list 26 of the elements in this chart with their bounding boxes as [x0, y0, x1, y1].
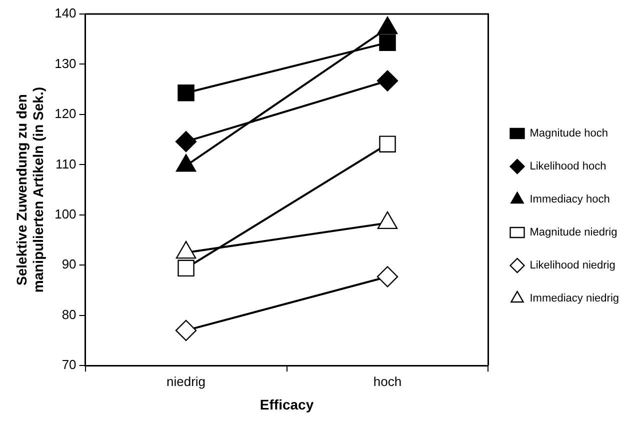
point	[379, 34, 396, 52]
y-tick-label: 70	[62, 357, 76, 372]
y-tick-label: 110	[56, 156, 76, 172]
y-tick-label: 90	[62, 256, 76, 272]
y-axis-title: Selektive Zuwendung zu den manipulierten Artikeln (in Sek.)	[13, 86, 46, 293]
legend-label: Magnitude niedrig	[530, 226, 618, 239]
y-tick-label: 100	[54, 206, 76, 222]
legend-label: Likelihood hoch	[530, 160, 606, 173]
y-tick-label: 130	[54, 56, 76, 71]
point	[379, 136, 396, 152]
legend-label: Immediacy hoch	[530, 194, 610, 206]
point	[175, 320, 197, 342]
x-tick-label: hoch	[373, 374, 402, 389]
point	[178, 260, 194, 277]
x-axis-title: Efficacy	[260, 396, 314, 412]
point	[376, 266, 398, 288]
legend-label: Likelihood niedrig	[530, 260, 616, 272]
point	[376, 70, 398, 92]
y-tick-label: 120	[54, 106, 76, 122]
point	[175, 130, 197, 152]
y-tick-label: 80	[62, 306, 76, 322]
x-tick-label: niedrig	[166, 374, 206, 389]
legend-label: Magnitude hoch	[530, 128, 608, 140]
y-tick-label: 140	[54, 6, 76, 21]
point	[178, 84, 194, 102]
legend-label: Immediacy niedrig	[530, 292, 620, 305]
